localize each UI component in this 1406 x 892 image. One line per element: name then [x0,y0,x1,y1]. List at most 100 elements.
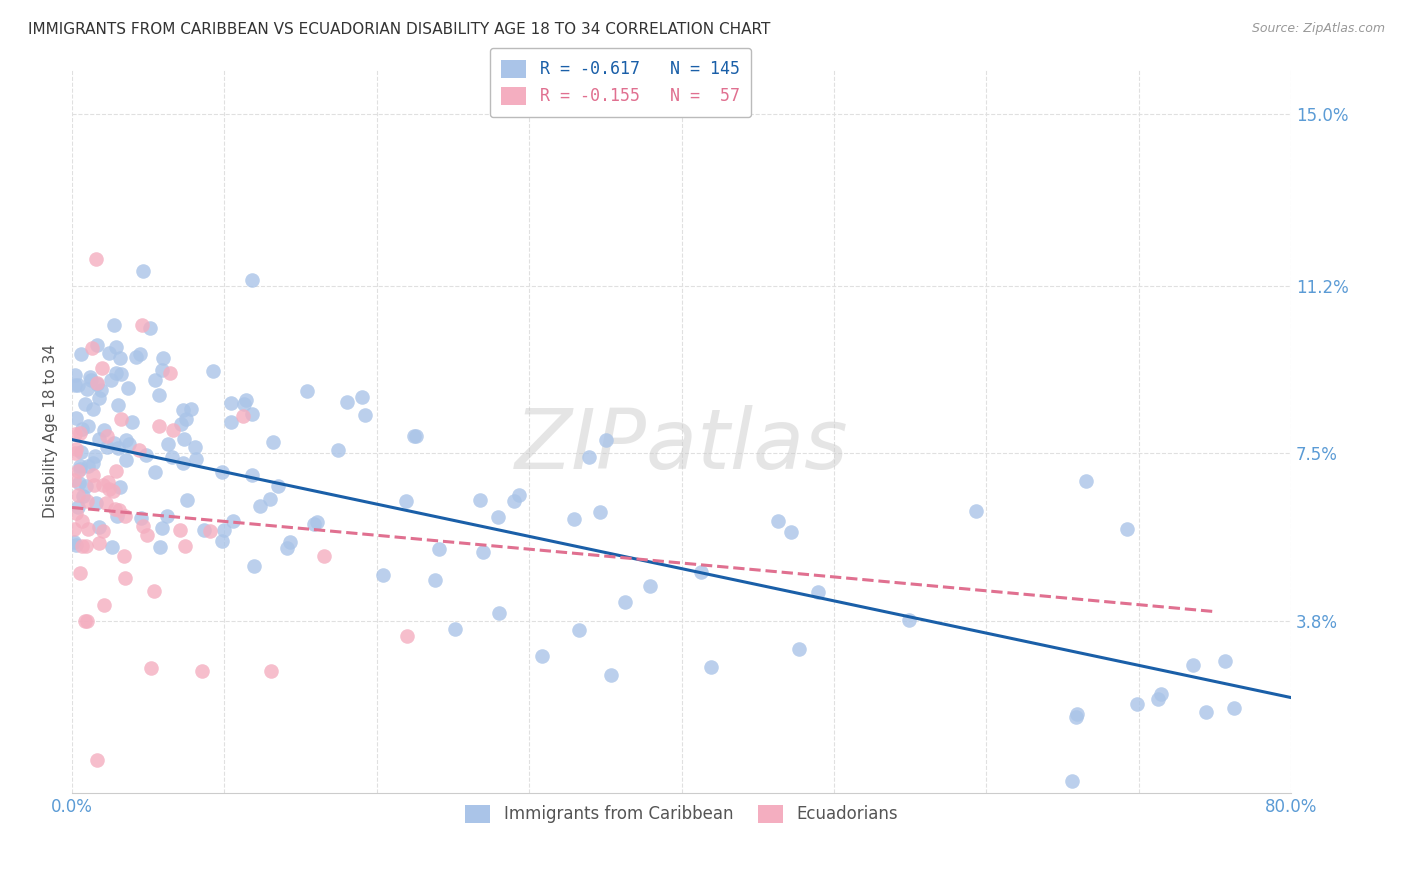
Point [89,392,111,406]
Point [82,456,104,470]
Point [77,459,100,474]
Point [173,539,195,553]
Point [638,579,661,593]
Point [260,665,283,679]
Point [405,429,427,443]
Point [259,491,281,506]
Point [148,388,170,402]
Point [89,535,111,549]
Point [249,499,271,513]
Point [162,450,184,465]
Point [139,321,162,335]
Point [143,373,166,387]
Point [531,648,554,663]
Point [1213,653,1236,667]
Point [108,503,131,517]
Point [72,490,94,504]
Point [1195,705,1218,719]
Point [105,464,128,478]
Point [152,351,174,365]
Point [172,456,194,470]
Point [142,583,165,598]
Point [65,538,87,552]
Point [221,514,243,528]
Point [1116,522,1139,536]
Point [70,539,93,553]
Point [91,524,114,538]
Point [107,441,129,455]
Point [82,402,104,417]
Point [444,623,467,637]
Point [103,318,125,332]
Point [72,514,94,528]
Point [66,378,89,392]
Point [1182,657,1205,672]
Point [114,571,136,585]
Point [65,446,87,460]
Point [103,436,125,450]
Point [807,584,830,599]
Point [94,496,117,510]
Point [105,367,128,381]
Point [129,347,152,361]
Point [232,409,254,423]
Point [98,483,121,497]
Point [76,493,98,508]
Point [63,427,86,442]
Point [67,475,90,490]
Point [117,381,139,395]
Point [112,549,135,564]
Point [75,479,97,493]
Point [170,417,193,431]
Point [232,397,254,411]
Legend: Immigrants from Caribbean, Ecuadorians: Immigrants from Caribbean, Ecuadorians [454,793,910,835]
Point [219,395,242,409]
Point [143,465,166,479]
Point [172,403,194,417]
Y-axis label: Disability Age 18 to 34: Disability Age 18 to 34 [44,343,58,517]
Point [174,412,197,426]
Point [63,368,86,382]
Point [76,614,98,628]
Point [353,409,375,423]
Point [114,434,136,448]
Point [131,518,153,533]
Point [107,509,129,524]
Point [1064,709,1087,723]
Point [76,382,98,396]
Point [128,442,150,457]
Point [595,433,617,447]
Point [79,369,101,384]
Point [100,373,122,387]
Point [201,363,224,377]
Point [184,440,207,454]
Point [787,642,810,657]
Point [395,494,418,508]
Point [190,664,212,678]
Point [600,667,623,681]
Point [69,566,91,581]
Point [267,479,290,493]
Point [105,340,128,354]
Point [427,541,450,556]
Point [278,534,301,549]
Point [91,477,114,491]
Point [221,415,243,429]
Point [150,521,173,535]
Point [97,346,120,360]
Point [198,524,221,538]
Point [87,432,110,446]
Point [70,422,93,436]
Point [65,411,87,425]
Point [150,363,173,377]
Point [589,506,612,520]
Point [139,660,162,674]
Point [86,376,108,391]
Point [211,534,233,549]
Point [104,501,127,516]
Point [77,522,100,536]
Point [336,394,359,409]
Point [214,524,236,538]
Point [83,449,105,463]
Point [699,660,721,674]
